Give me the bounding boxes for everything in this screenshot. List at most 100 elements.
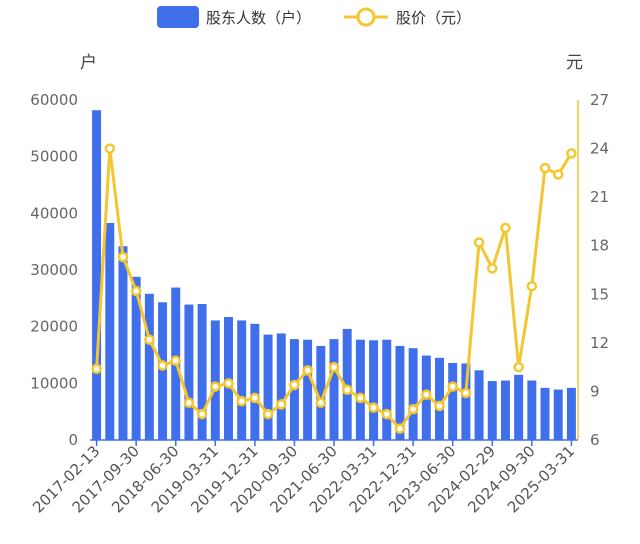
bar-holders (487, 381, 497, 440)
bar-holders (329, 339, 339, 440)
right-axis-ticks: 6 9 12 15 18 21 24 27 (590, 91, 609, 449)
price-point (381, 408, 393, 420)
price-point (421, 389, 432, 400)
left-tick-label: 60000 (30, 91, 78, 109)
bar-holders (184, 304, 194, 440)
price-point (91, 363, 102, 375)
price-point (249, 392, 261, 404)
left-tick-label: 0 (68, 431, 78, 449)
bar-holders (92, 110, 102, 440)
legend-item-price[interactable]: 股价（元） (344, 7, 471, 27)
legend-label-holders: 股东人数（户） (206, 9, 311, 27)
x-axis-ticks: 2017-02-132017-09-302018-06-302019-03-31… (29, 440, 578, 516)
price-point (328, 361, 340, 373)
bar-holders (303, 339, 313, 440)
price-point (104, 143, 116, 154)
bar-holders (144, 293, 154, 440)
left-tick-label: 30000 (30, 261, 78, 279)
price-point (170, 355, 181, 366)
bar-holders (276, 333, 286, 440)
legend-marker-price (356, 7, 376, 27)
bar-holders (461, 363, 471, 440)
right-tick-label: 24 (590, 140, 609, 158)
bar-holders (527, 380, 537, 440)
price-point (552, 169, 564, 180)
price-point (434, 400, 445, 412)
line-series-price (91, 143, 577, 434)
price-point (315, 397, 327, 409)
price-point (407, 403, 419, 415)
bar-holders (540, 387, 550, 440)
bar-holders (158, 302, 168, 440)
bar-holders (316, 345, 326, 440)
price-point (223, 378, 234, 389)
left-tick-label: 10000 (30, 374, 78, 392)
left-axis-ticks: 0 10000 20000 30000 40000 50000 60000 (30, 91, 78, 449)
right-tick-label: 12 (590, 334, 609, 352)
bar-holders (435, 357, 444, 440)
price-point (473, 237, 485, 248)
bar-holders (514, 374, 524, 440)
right-tick-label: 9 (590, 382, 600, 400)
bar-series-holders (92, 110, 576, 440)
bar-holders (118, 246, 128, 440)
price-point (183, 397, 195, 409)
bar-holders (250, 323, 260, 440)
price-point (500, 222, 511, 234)
bar-holders (500, 380, 510, 440)
bar-holders (105, 222, 115, 440)
price-point (144, 334, 155, 345)
price-point (210, 381, 221, 392)
price-point (447, 381, 458, 392)
bar-holders (237, 320, 247, 440)
right-tick-label: 18 (590, 237, 609, 255)
bar-holders (263, 334, 273, 440)
price-point (302, 365, 313, 376)
left-axis-unit: 户 (80, 53, 97, 73)
price-point (513, 361, 524, 373)
price-point (236, 395, 247, 407)
price-point (341, 384, 353, 396)
price-point (157, 360, 168, 371)
price-point (262, 408, 274, 420)
price-point (355, 392, 366, 404)
bar-holders (382, 339, 392, 440)
bar-holders (395, 345, 405, 440)
bar-holders (448, 362, 458, 440)
bar-holders (355, 339, 365, 440)
bar-holders (131, 276, 141, 440)
price-point (275, 399, 287, 410)
right-tick-label: 27 (590, 91, 609, 109)
right-axis-unit: 元 (566, 53, 583, 73)
bar-holders (474, 370, 484, 440)
price-point (460, 387, 472, 399)
right-tick-label: 21 (590, 188, 609, 206)
price-point (289, 379, 300, 391)
price-point (487, 263, 498, 274)
price-point (117, 251, 129, 263)
price-point (526, 280, 538, 292)
right-tick-label: 6 (590, 431, 600, 449)
bar-holders (342, 328, 352, 440)
legend-item-holders[interactable]: 股东人数（户） (157, 6, 311, 28)
legend-swatch-holders (157, 6, 199, 28)
legend-label-price: 股价（元） (396, 9, 471, 27)
left-tick-label: 40000 (30, 204, 78, 222)
price-point (566, 148, 577, 159)
left-tick-label: 20000 (30, 318, 78, 336)
price-point (130, 285, 142, 297)
legend[interactable]: 股东人数（户） 股价（元） (157, 6, 471, 28)
bar-holders (566, 387, 576, 440)
bar-holders (210, 320, 220, 440)
price-point (394, 423, 406, 434)
bar-holders (408, 348, 418, 440)
right-tick-label: 15 (590, 285, 609, 303)
price-point (539, 162, 551, 174)
price-point (196, 408, 208, 420)
bar-holders (197, 304, 207, 440)
price-point (368, 402, 379, 413)
bar-holders (369, 340, 379, 440)
left-tick-label: 50000 (30, 148, 78, 166)
bar-holders (553, 389, 563, 440)
